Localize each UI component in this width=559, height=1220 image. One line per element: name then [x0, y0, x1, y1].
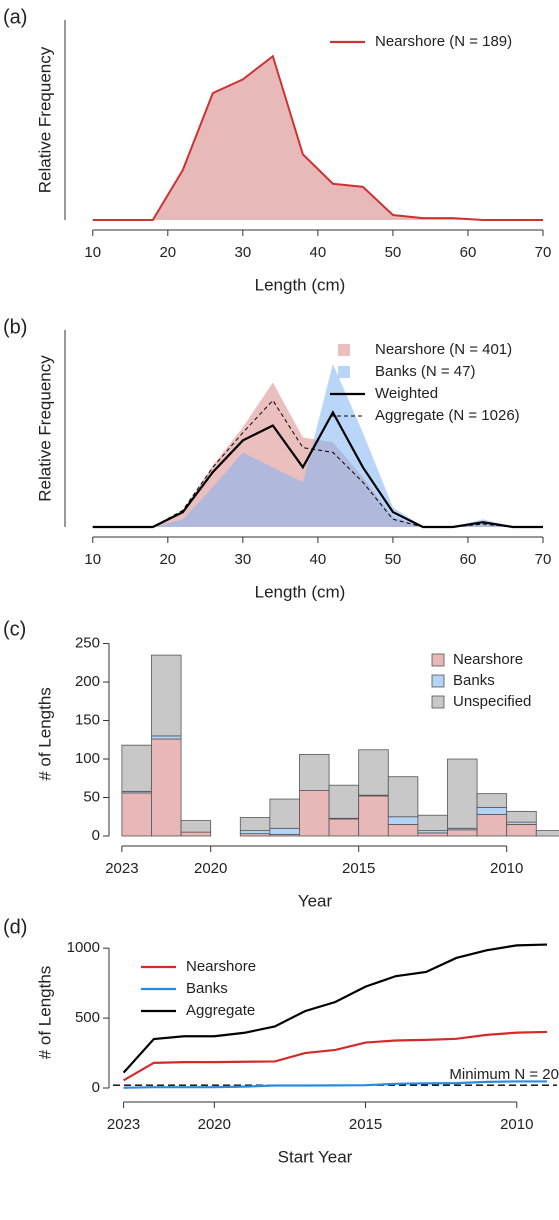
x-tick-label: 2023 [105, 860, 138, 877]
x-axis-label: Year [298, 891, 333, 910]
x-tick-label: 50 [385, 551, 402, 568]
bar-segment [387, 776, 419, 818]
x-tick-label: 50 [385, 244, 402, 261]
legend-swatch [431, 674, 445, 688]
x-tick-label: 70 [535, 244, 552, 261]
bar-segment [476, 793, 508, 808]
panel-label: (b) [3, 316, 27, 338]
x-tick-label: 2020 [194, 860, 227, 877]
bar-segment [506, 810, 537, 823]
x-tick-label: 2015 [349, 1116, 382, 1133]
y-tick-label: 100 [75, 750, 100, 767]
bar-segment [299, 754, 330, 791]
bar-segment [358, 749, 389, 796]
line [123, 1080, 548, 1089]
bar-segment [417, 814, 448, 832]
bar-segment [269, 798, 300, 829]
bar-segment [447, 758, 478, 829]
y-tick-label: 250 [75, 635, 100, 652]
bar-segment [387, 816, 419, 825]
bar-segment [299, 790, 330, 837]
x-tick-label: 30 [234, 244, 251, 261]
y-axis-label: # of Lengths [35, 966, 54, 1060]
area [92, 56, 543, 220]
y-tick-label: 0 [92, 827, 100, 844]
y-axis-label: Relative Frequency [35, 355, 54, 502]
line [92, 399, 543, 528]
x-tick-label: 60 [460, 551, 477, 568]
x-tick-label: 40 [310, 244, 327, 261]
legend-label: Banks [453, 672, 495, 689]
y-tick-label: 50 [83, 788, 100, 805]
legend-label: Nearshore (N = 189) [375, 33, 512, 50]
bar-segment [328, 784, 360, 819]
bar-segment [535, 830, 559, 837]
legend-swatch [338, 366, 350, 378]
x-tick-label: 10 [84, 551, 101, 568]
legend-swatch [338, 344, 350, 356]
legend-label: Banks [186, 980, 228, 997]
x-tick-label: 2020 [198, 1116, 231, 1133]
reference-label: Minimum N = 20 [449, 1066, 559, 1083]
bar-segment [180, 820, 212, 833]
y-tick-label: 1000 [67, 939, 100, 956]
x-tick-label: 70 [535, 551, 552, 568]
legend-label: Banks (N = 47) [375, 363, 475, 380]
area [92, 364, 543, 527]
y-tick-label: 150 [75, 711, 100, 728]
bar-segment [121, 792, 152, 837]
legend-label: Nearshore (N = 401) [375, 341, 512, 358]
x-tick-label: 20 [159, 551, 176, 568]
x-tick-label: 60 [460, 244, 477, 261]
bar-segment [358, 795, 389, 837]
bar-segment [506, 824, 537, 837]
bar-segment [476, 807, 508, 815]
y-tick-label: 0 [92, 1079, 100, 1096]
legend-label: Weighted [375, 385, 438, 402]
bar-segment [328, 818, 360, 837]
panel-label: (c) [3, 618, 26, 640]
y-tick-label: 500 [75, 1009, 100, 1026]
bar-segment [151, 738, 182, 837]
bar-segment [417, 832, 448, 837]
legend-label: Nearshore [453, 651, 523, 668]
legend-swatch [431, 653, 445, 667]
bar-segment [151, 654, 182, 737]
bar-segment [269, 827, 300, 835]
panel-label: (d) [3, 916, 27, 938]
x-axis-label: Length (cm) [255, 275, 346, 294]
y-tick-label: 200 [75, 673, 100, 690]
line [123, 1030, 548, 1082]
x-tick-label: 2023 [107, 1116, 140, 1133]
panel-label: (a) [3, 6, 27, 28]
line [92, 410, 543, 529]
x-tick-label: 10 [84, 244, 101, 261]
bar-segment [239, 817, 271, 832]
x-tick-label: 30 [234, 551, 251, 568]
x-tick-label: 2015 [342, 860, 375, 877]
line [92, 54, 543, 221]
bar-segment [476, 814, 508, 837]
legend-label: Aggregate (N = 1026) [375, 407, 520, 424]
x-tick-label: 2010 [500, 1116, 533, 1133]
x-tick-label: 20 [159, 244, 176, 261]
bar-segment [121, 744, 152, 792]
y-axis-label: # of Lengths [35, 687, 54, 781]
bar-segment [447, 829, 478, 837]
bar-segment [387, 824, 419, 837]
x-tick-label: 40 [310, 551, 327, 568]
line [122, 943, 548, 1074]
x-tick-label: 2010 [490, 860, 523, 877]
legend-label: Nearshore [186, 958, 256, 975]
legend-label: Aggregate [186, 1002, 255, 1019]
bar-segment [180, 831, 212, 837]
x-axis-label: Length (cm) [255, 582, 346, 601]
y-axis-label: Relative Frequency [35, 46, 54, 193]
legend-swatch [431, 695, 445, 709]
bar-segment [151, 735, 182, 740]
bar-segment [239, 830, 271, 835]
legend-label: Unspecified [453, 693, 531, 710]
x-axis-label: Start Year [278, 1147, 353, 1166]
